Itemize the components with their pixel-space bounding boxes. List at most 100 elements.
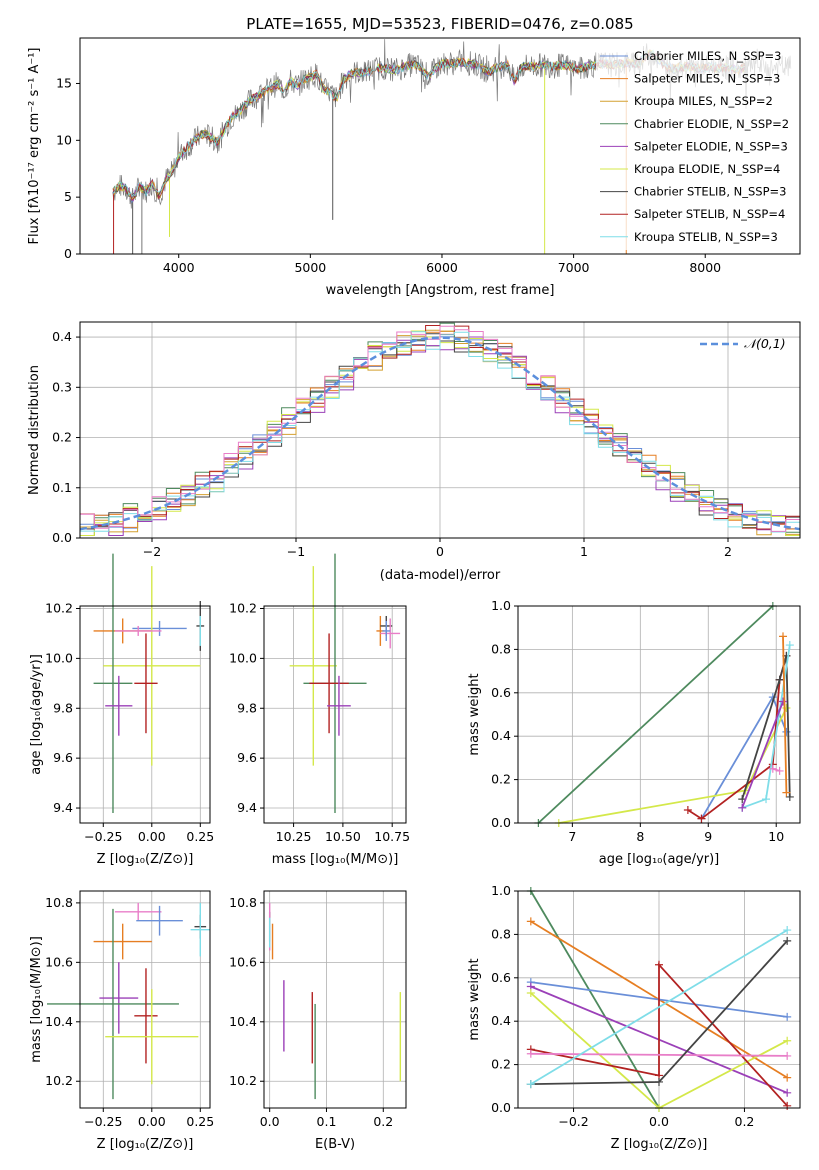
age-vs-z-xtick-label: −0.25 bbox=[84, 829, 122, 844]
residual-legend: 𝒩(0,1) bbox=[700, 336, 786, 351]
age-vs-z-plot bbox=[93, 553, 205, 814]
weight-vs-age-marker bbox=[762, 795, 771, 804]
mass-vs-z-ytick-label: 10.2 bbox=[45, 1073, 73, 1088]
age-vs-mass-ytick-label: 10.2 bbox=[229, 600, 257, 615]
mass-vs-ebv-xtick-label: 0.1 bbox=[317, 1114, 337, 1129]
weight-vs-z-frame bbox=[517, 890, 801, 1109]
mass-vs-ebv-plot bbox=[268, 902, 402, 1100]
age-vs-z-ytick-label: 10.0 bbox=[45, 650, 73, 665]
weight-vs-age-xtick-label: 10 bbox=[768, 829, 784, 844]
age-vs-z-ytick-label: 9.6 bbox=[53, 750, 73, 765]
age-vs-mass-xtick-label: 10.75 bbox=[374, 829, 410, 844]
mass-vs-ebv-xtick-label: 0.0 bbox=[260, 1114, 280, 1129]
residual-ytick-label: 0.4 bbox=[52, 329, 72, 344]
spectrum-legend-label: Kroupa STELIB, N_SSP=3 bbox=[634, 230, 778, 244]
residual-legend-label: 𝒩(0,1) bbox=[744, 336, 786, 351]
residual-ytick-label: 0.3 bbox=[52, 379, 72, 394]
residual-ytick-label: 0.0 bbox=[52, 530, 72, 545]
weight-vs-age-xtick-label: 9 bbox=[704, 829, 712, 844]
weight-vs-z-ytick-label: 0.4 bbox=[491, 1013, 511, 1028]
weight-vs-age-ytick-label: 1.0 bbox=[491, 598, 511, 613]
mass-vs-ebv-xtick-label: 0.2 bbox=[373, 1114, 393, 1129]
age-vs-mass-ytick-label: 9.6 bbox=[237, 750, 257, 765]
weight-vs-z-marker bbox=[783, 1073, 792, 1082]
weight-vs-z-ytick-label: 0.2 bbox=[491, 1057, 511, 1072]
weight-vs-age-frame bbox=[517, 605, 801, 824]
residual-xtick-label: 0 bbox=[436, 544, 444, 559]
weight-vs-z-line bbox=[530, 929, 788, 1085]
age-vs-mass-xtick-label: 10.25 bbox=[276, 829, 312, 844]
mass-vs-z-plot bbox=[47, 902, 210, 1100]
weight-vs-z-marker bbox=[526, 988, 535, 997]
weight-vs-age-marker bbox=[768, 764, 777, 773]
spectrum-ytick-label: 5 bbox=[64, 189, 72, 204]
weight-vs-age-xlabel: age [log₁₀(age/yr)] bbox=[599, 852, 720, 867]
spectrum-xlabel: wavelength [Angstrom, rest frame] bbox=[326, 283, 555, 298]
mass-vs-ebv-xlabel: E(B-V) bbox=[315, 1137, 355, 1152]
weight-vs-age-marker bbox=[738, 803, 747, 812]
spectrum-title: PLATE=1655, MJD=53523, FIBERID=0476, z=0… bbox=[246, 15, 633, 33]
spectrum-legend-label: Chabrier MILES, N_SSP=3 bbox=[634, 49, 781, 63]
weight-vs-age-marker bbox=[775, 766, 784, 775]
spectrum-xtick-label: 5000 bbox=[294, 260, 326, 275]
weight-vs-age-marker bbox=[779, 632, 788, 641]
weight-vs-z-panel: −0.2 0.0 0.2 0.0 0.2 0.4 0.6 0.8 1.0 Z [log₁₀(Z/Z… bbox=[467, 883, 801, 1152]
spectrum-legend: Chabrier MILES, N_SSP=3 Salpeter MILES, N… bbox=[596, 42, 796, 250]
age-vs-mass-ytick-label: 10.0 bbox=[229, 650, 257, 665]
weight-vs-z-line bbox=[530, 962, 788, 1107]
residual-xtick-label: 2 bbox=[724, 544, 732, 559]
spectrum-xtick-label: 8000 bbox=[689, 260, 721, 275]
spectrum-panel: PLATE=1655, MJD=53523, FIBERID=0476, z=0… bbox=[27, 15, 801, 298]
age-vs-mass-panel: 10.25 10.50 10.75 9.4 9.6 9.8 10.0 10.2 mass [lo… bbox=[229, 553, 410, 867]
age-vs-z-panel: −0.25 0.00 0.25 9.4 9.6 9.8 10.0 10.2 Z [log₁₀(Z… bbox=[29, 553, 214, 867]
weight-vs-z-line bbox=[530, 1052, 788, 1057]
spectrum-ytick-label: 0 bbox=[64, 246, 72, 261]
weight-vs-age-line bbox=[537, 605, 774, 824]
weight-vs-z-ytick-label: 1.0 bbox=[491, 883, 511, 898]
age-vs-z-ytick-label: 10.2 bbox=[45, 600, 73, 615]
mass-vs-z-ytick-label: 10.6 bbox=[45, 954, 73, 969]
mass-vs-ebv-ytick-label: 10.6 bbox=[229, 954, 257, 969]
residual-ytick-label: 0.1 bbox=[52, 480, 72, 495]
mass-vs-z-ytick-label: 10.4 bbox=[45, 1014, 73, 1029]
age-vs-z-ylabel: age [log₁₀(age/yr)] bbox=[29, 654, 44, 775]
mass-vs-z-ytick-label: 10.8 bbox=[45, 895, 73, 910]
weight-vs-z-marker bbox=[783, 1088, 792, 1097]
mass-vs-ebv-frame bbox=[263, 890, 407, 1109]
spectrum-ytick-label: 10 bbox=[56, 132, 72, 147]
gaussian-curve bbox=[79, 336, 801, 531]
age-vs-z-ytick-label: 9.8 bbox=[53, 700, 73, 715]
weight-vs-age-marker bbox=[697, 814, 706, 823]
spectrum-legend-label: Salpeter MILES, N_SSP=3 bbox=[634, 72, 780, 86]
weight-vs-z-xlabel: Z [log₁₀(Z/Z⊙)] bbox=[611, 1137, 708, 1152]
mass-vs-ebv-panel: 0.0 0.1 0.2 10.2 10.4 10.6 10.8 E(B-V) bbox=[229, 890, 407, 1152]
weight-vs-age-ytick-label: 0.0 bbox=[491, 815, 511, 830]
weight-vs-z-line bbox=[530, 890, 660, 1109]
weight-vs-z-ytick-label: 0.8 bbox=[491, 926, 511, 941]
spectrum-legend-label: Salpeter ELODIE, N_SSP=3 bbox=[634, 139, 788, 153]
spectrum-legend-label: Kroupa ELODIE, N_SSP=4 bbox=[634, 162, 780, 176]
age-vs-mass-ytick-label: 9.8 bbox=[237, 700, 257, 715]
weight-vs-age-line bbox=[741, 701, 784, 809]
age-vs-z-xtick-label: 0.00 bbox=[138, 829, 166, 844]
weight-vs-z-ytick-label: 0.0 bbox=[491, 1100, 511, 1115]
mass-vs-ebv-ytick-label: 10.4 bbox=[229, 1014, 257, 1029]
weight-vs-z-marker bbox=[655, 1077, 663, 1086]
weight-vs-age-marker bbox=[779, 697, 788, 706]
weight-vs-z-marker bbox=[526, 1049, 535, 1058]
weight-vs-z-ylabel: mass weight bbox=[467, 958, 482, 1040]
age-vs-mass-xtick-label: 10.50 bbox=[325, 829, 361, 844]
spectrum-legend-label: Kroupa MILES, N_SSP=2 bbox=[634, 94, 773, 108]
age-vs-z-ytick-label: 9.4 bbox=[53, 800, 73, 815]
residual-xtick-label: −1 bbox=[287, 544, 305, 559]
weight-vs-z-xtick-label: 0.0 bbox=[649, 1114, 669, 1129]
residual-histogram bbox=[80, 331, 800, 533]
weight-vs-age-panel: 7 8 9 10 0.0 0.2 0.4 0.6 0.8 1.0 age [log₁₀(age/yr… bbox=[467, 598, 801, 867]
residual-panel: −2 −1 0 1 2 0.0 0.1 0.2 0.3 0.4 (data-model)/erro… bbox=[27, 321, 801, 583]
weight-vs-age-ylabel: mass weight bbox=[467, 673, 482, 755]
weight-vs-age-plot bbox=[534, 602, 794, 827]
mass-vs-ebv-ytick-label: 10.2 bbox=[229, 1073, 257, 1088]
mass-vs-ebv-grid bbox=[264, 891, 406, 1108]
weight-vs-age-ytick-label: 0.4 bbox=[491, 728, 511, 743]
weight-vs-age-ytick-label: 0.6 bbox=[491, 685, 511, 700]
